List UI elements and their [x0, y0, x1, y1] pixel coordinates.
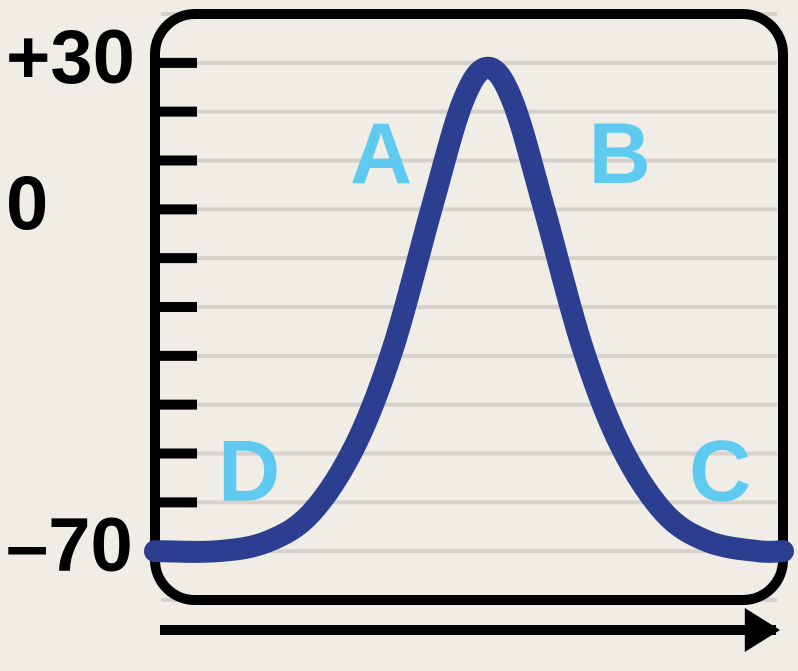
y-axis-label: 0 — [6, 161, 48, 246]
action-potential-chart: +30 0 –70 A B C D — [0, 0, 798, 671]
phase-label-d: D — [218, 424, 280, 520]
y-axis-label: +30 — [6, 15, 135, 100]
phase-label-c: C — [689, 424, 751, 520]
y-axis-label: –70 — [6, 503, 133, 588]
phase-label-a: A — [350, 106, 412, 202]
phase-label-b: B — [589, 106, 651, 202]
